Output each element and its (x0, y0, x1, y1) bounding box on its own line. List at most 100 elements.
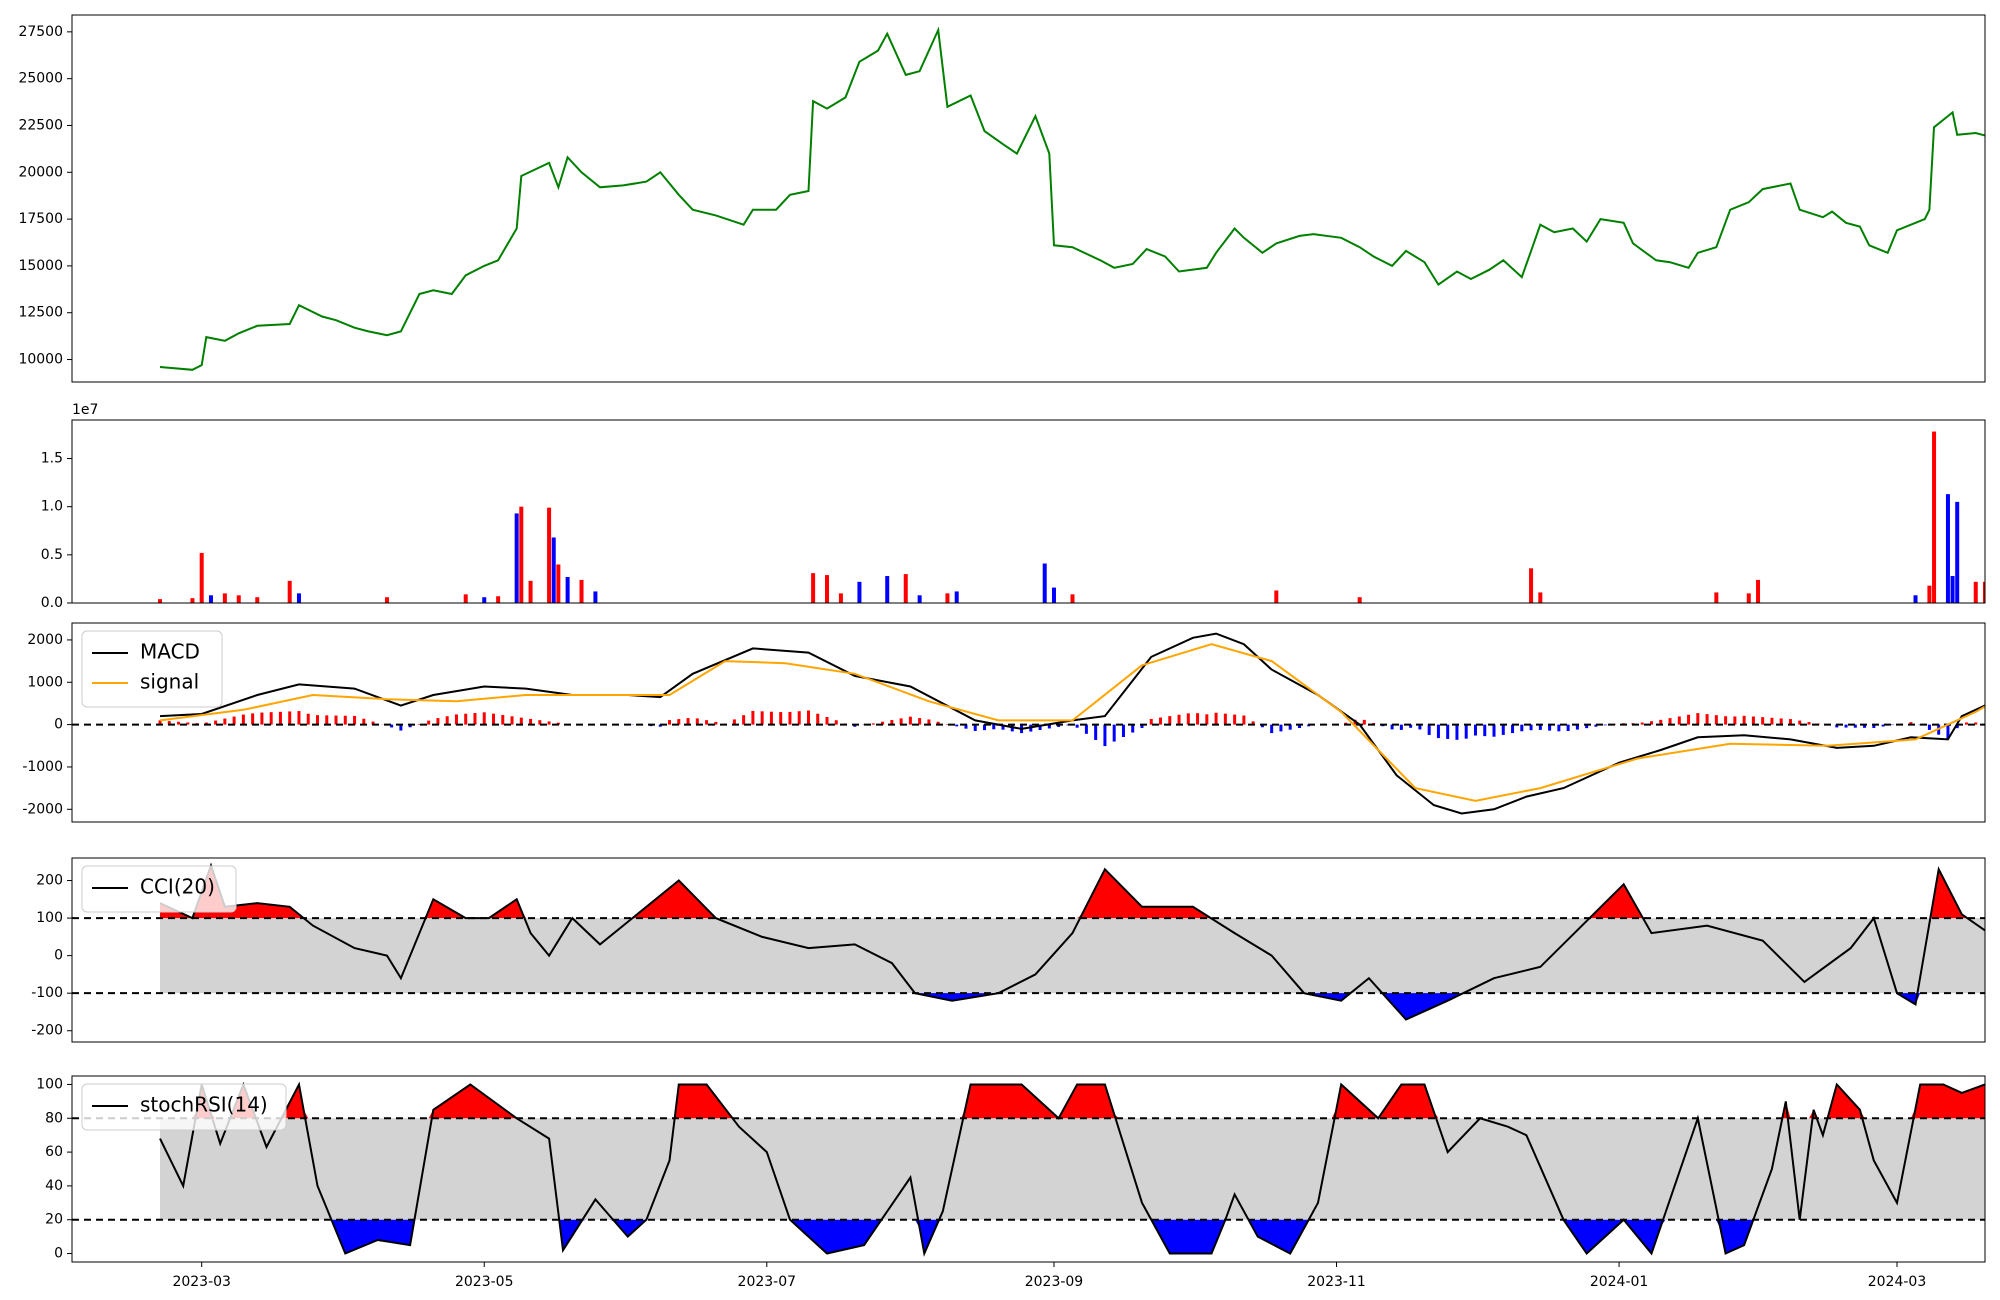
macd-histogram-bar (945, 724, 949, 725)
volume-bar (296, 593, 301, 603)
macd-histogram-bar (315, 715, 319, 725)
macd-histogram-bar (1001, 724, 1005, 730)
macd-histogram-bar (881, 721, 885, 725)
volume-bar (1945, 494, 1950, 603)
macd-histogram-bar (1233, 714, 1237, 725)
volume-bar (1538, 592, 1543, 603)
volume-bar (514, 513, 519, 603)
macd-histogram-bar (742, 715, 746, 725)
volume-bar (208, 595, 213, 603)
macd-histogram-bar (1075, 724, 1079, 728)
macd-histogram-bar (1677, 716, 1681, 725)
neutral-band (160, 918, 1985, 994)
macd-histogram-bar (806, 710, 810, 725)
macd-histogram-bar (232, 716, 236, 725)
macd-histogram-bar (1168, 716, 1172, 725)
macd-histogram-bar (973, 724, 977, 731)
macd-histogram-bar (1492, 724, 1496, 737)
macd-histogram-bar (1742, 715, 1746, 725)
y-tick-label: 2000 (27, 632, 63, 648)
macd-histogram-bar (1529, 724, 1533, 731)
volume-bar (825, 575, 830, 603)
macd-histogram-bar (1103, 724, 1107, 747)
macd-histogram-bar (1974, 722, 1978, 725)
macd-histogram-bar (1798, 720, 1802, 725)
x-tick-label: 2023-05 (455, 1274, 514, 1290)
volume-bar (1714, 592, 1719, 603)
panel-4: -200 -100 0 100 200 CCI(20) (31, 857, 1986, 1043)
y-tick-label: 100 (36, 910, 63, 926)
macd-histogram-bar (1260, 724, 1264, 728)
overbought-fill (160, 865, 1985, 919)
volume-bar (528, 580, 533, 603)
macd-histogram-bar (936, 721, 940, 725)
macd-histogram-bar (1927, 724, 1931, 730)
overbought-fill (160, 1084, 1985, 1119)
volume-bar (954, 591, 959, 603)
macd-histogram-bar (1149, 718, 1153, 725)
macd-histogram-bar (1251, 721, 1255, 725)
series-line-signal (159, 643, 1985, 802)
macd-histogram-bar (1131, 724, 1135, 733)
macd-histogram-bar (1436, 724, 1440, 739)
macd-histogram-bar (1659, 719, 1663, 725)
macd-histogram-bar (1594, 724, 1598, 727)
macd-histogram-bar (899, 718, 903, 725)
macd-histogram-bar (658, 724, 662, 727)
plot-area (72, 1081, 1985, 1257)
volume-bar (811, 573, 816, 603)
macd-histogram-bar (1603, 724, 1607, 726)
macd-histogram-bar (992, 724, 996, 730)
macd-histogram-bar (686, 718, 690, 725)
legend-box (81, 865, 237, 913)
macd-histogram-bar (1724, 716, 1728, 725)
macd-histogram-bar (1649, 721, 1653, 725)
volume-bar (551, 537, 556, 603)
volume-bar (579, 579, 584, 603)
macd-histogram-bar (732, 719, 736, 725)
macd-histogram-bar (1464, 724, 1468, 739)
volume-bar (547, 507, 552, 603)
macd-histogram-bar (390, 724, 394, 728)
volume-bar (1973, 581, 1978, 603)
macd-histogram-bar (695, 718, 699, 725)
panels-layer: 1000012500150001750020000225002500027500… (18, 14, 1986, 1263)
macd-histogram-bar (1788, 719, 1792, 725)
macd-histogram-bar (1270, 724, 1274, 734)
plot-area (159, 26, 1985, 371)
macd-histogram-bar (1714, 715, 1718, 725)
y-tick-label: 0 (54, 1246, 63, 1262)
macd-histogram-bar (464, 713, 468, 725)
y-tick-label: 12500 (18, 305, 63, 321)
volume-bar (1070, 594, 1075, 603)
macd-histogram-bar (1585, 724, 1589, 729)
macd-histogram-bar (186, 722, 190, 725)
volume-bar (565, 576, 570, 603)
macd-histogram-bar (918, 718, 922, 725)
macd-histogram-bar (343, 715, 347, 725)
macd-histogram-bar (955, 724, 959, 727)
macd-histogram-bar (1121, 724, 1125, 738)
macd-histogram-bar (1557, 724, 1561, 732)
macd-histogram-bar (1084, 724, 1088, 734)
macd-histogram-bar (334, 715, 338, 725)
macd-histogram-bar (760, 711, 764, 725)
x-tick-label: 2024-01 (1590, 1274, 1649, 1290)
macd-histogram-bar (1538, 724, 1542, 730)
y-tick-label: 20 (45, 1212, 63, 1228)
y-tick-label: 0 (54, 717, 63, 733)
macd-histogram-bar (204, 722, 208, 725)
y-tick-label: 40 (45, 1178, 63, 1194)
macd-histogram-bar (1297, 724, 1301, 729)
macd-histogram-bar (454, 714, 458, 725)
macd-histogram-bar (1066, 724, 1070, 726)
macd-histogram-bar (501, 714, 505, 725)
macd-histogram-bar (1872, 724, 1876, 728)
panel-frame (71, 857, 1986, 1043)
volume-bar (199, 552, 204, 603)
volume-bar (190, 598, 195, 603)
macd-histogram-bar (1751, 716, 1755, 725)
macd-histogram-bar (908, 716, 912, 725)
volume-bar (255, 597, 260, 603)
macd-histogram-bar (417, 723, 421, 725)
